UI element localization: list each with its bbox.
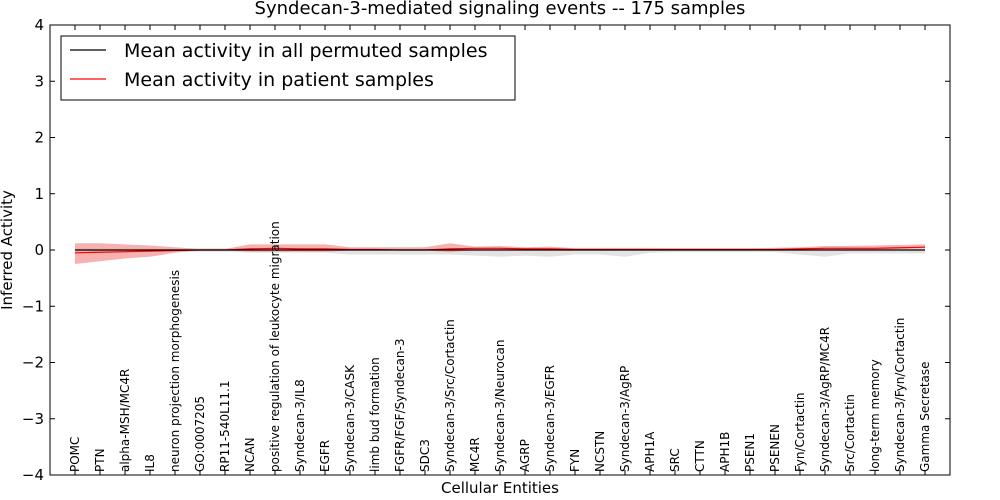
x-category-label: PSEN1 [743, 433, 757, 472]
x-category-label: Syndecan-3/CASK [343, 364, 357, 472]
series-lines [74, 246, 926, 254]
x-category-label: Syndecan-3/IL8 [293, 379, 307, 472]
x-category-label: EGFR [318, 440, 332, 472]
x-category-label: APH1A [643, 431, 657, 472]
y-tick-label: −1 [22, 297, 44, 315]
x-category-label: RP11-540L11.1 [218, 381, 232, 472]
x-category-label: Syndecan-3/Neurocan [493, 340, 507, 472]
y-tick-label: 0 [34, 241, 44, 259]
x-category-label: MC4R [468, 437, 482, 472]
y-tick-label: −4 [22, 466, 44, 484]
legend: Mean activity in all permuted samples Me… [60, 35, 516, 101]
x-category-label: Syndecan-3/Src/Cortactin [443, 319, 457, 472]
x-category-label: AGRP [518, 439, 532, 472]
legend-label-permuted: Mean activity in all permuted samples [124, 40, 487, 62]
x-category-label: FGFR/FGF/Syndecan-3 [393, 339, 407, 472]
x-category-label: SRC [668, 448, 682, 472]
plot-area-frame [49, 24, 951, 476]
x-category-label: Fyn/Cortactin [793, 392, 807, 472]
x-category-label: Syndecan-3/Fyn/Cortactin [893, 318, 907, 472]
x-category-label: Syndecan-3/EGFR [543, 365, 557, 472]
x-category-label: alpha-MSH/MC4R [118, 369, 132, 472]
chart-title: Syndecan-3-mediated signaling events -- … [255, 0, 746, 19]
x-category-label: Src/Cortactin [843, 394, 857, 472]
legend-label-patient: Mean activity in patient samples [124, 69, 434, 91]
x-category-label: NCAN [243, 437, 257, 472]
x-category-label: Syndecan-3/AgRP/MC4R [818, 327, 832, 472]
x-category-label: GO:0007205 [193, 396, 207, 472]
x-category-label: neuron projection morphogenesis [168, 270, 182, 472]
x-category-label: CTTN [693, 440, 707, 472]
x-category-label: SDC3 [418, 439, 432, 472]
x-category-label: POMC [68, 437, 82, 472]
x-category-label: long-term memory [868, 359, 882, 472]
y-tick-label: −3 [22, 410, 44, 428]
x-category-label: PTN [93, 448, 107, 472]
x-category-label: limb bud formation [368, 357, 382, 472]
x-category-label: IL8 [143, 454, 157, 472]
y-axis-label: Inferred Activity [0, 190, 16, 310]
legend-box [60, 35, 516, 101]
y-tick-label: 2 [34, 129, 44, 147]
x-category-label: Gamma Secretase [918, 361, 932, 472]
y-tick-label: 4 [34, 16, 44, 34]
x-category-label: PSENEN [768, 424, 782, 472]
x-category-label: APH1B [718, 432, 732, 472]
y-axis-ticks: −4 −3 −2 −1 0 1 2 3 4 [22, 16, 950, 484]
x-category-label: Syndecan-3/AgRP [618, 366, 632, 472]
x-category-label: NCSTN [593, 431, 607, 472]
y-tick-label: −2 [22, 354, 44, 372]
x-category-label: positive regulation of leukocyte migrati… [268, 221, 282, 472]
x-axis-ticks: POMC PTN alpha-MSH/MC4R IL8 neuron projectio… [68, 25, 932, 475]
x-category-label: FYN [568, 449, 582, 472]
y-tick-label: 3 [34, 72, 44, 90]
y-tick-label: 1 [34, 185, 44, 203]
x-axis-label: Cellular Entities [441, 479, 559, 497]
